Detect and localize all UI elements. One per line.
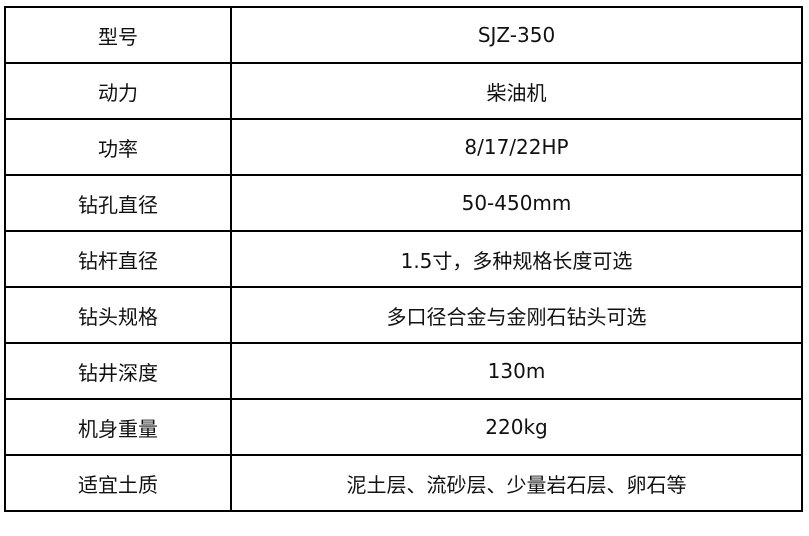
table-row: 适宜土质 泥土层、流砂层、少量岩石层、卵石等: [4, 454, 803, 512]
table-row: 动力 柴油机: [4, 62, 803, 120]
table-row: 钻头规格 多口径合金与金刚石钻头可选: [4, 286, 803, 344]
table-row: 钻孔直径 50-450mm: [4, 174, 803, 232]
spec-label: 机身重量: [4, 398, 232, 456]
spec-value: SJZ-350: [230, 6, 803, 64]
spec-label: 钻杆直径: [4, 230, 232, 288]
table-row: 机身重量 220kg: [4, 398, 803, 456]
table-row: 钻杆直径 1.5寸，多种规格长度可选: [4, 230, 803, 288]
spec-value: 130m: [230, 342, 803, 400]
spec-value: 1.5寸，多种规格长度可选: [230, 230, 803, 288]
spec-value: 多口径合金与金刚石钻头可选: [230, 286, 803, 344]
spec-value: 泥土层、流砂层、少量岩石层、卵石等: [230, 454, 803, 512]
spec-label: 功率: [4, 118, 232, 176]
spec-value: 50-450mm: [230, 174, 803, 232]
spec-label: 型号: [4, 6, 232, 64]
table-row: 型号 SJZ-350: [4, 6, 803, 64]
spec-label: 钻井深度: [4, 342, 232, 400]
table-row: 功率 8/17/22HP: [4, 118, 803, 176]
spec-table: 型号 SJZ-350 动力 柴油机 功率 8/17/22HP 钻孔直径 50-450mm 钻杆直…: [4, 6, 803, 512]
spec-label: 适宜土质: [4, 454, 232, 512]
spec-value: 8/17/22HP: [230, 118, 803, 176]
spec-label: 钻孔直径: [4, 174, 232, 232]
table-row: 钻井深度 130m: [4, 342, 803, 400]
spec-label: 动力: [4, 62, 232, 120]
spec-value: 220kg: [230, 398, 803, 456]
spec-value: 柴油机: [230, 62, 803, 120]
spec-label: 钻头规格: [4, 286, 232, 344]
